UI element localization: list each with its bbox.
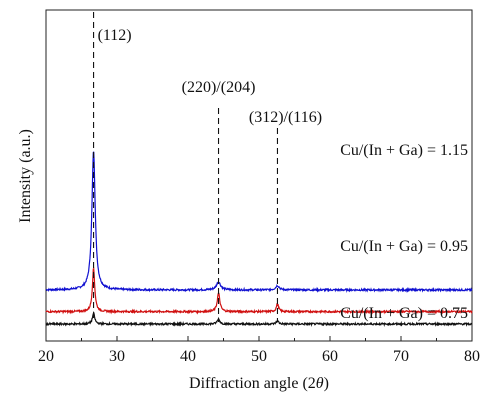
plot-frame bbox=[45, 9, 473, 342]
peak-annotation: (312)/(116) bbox=[249, 109, 322, 126]
peak-annotation: (112) bbox=[98, 27, 132, 44]
x-tick-label: 20 bbox=[38, 348, 54, 365]
y-axis-label: Intensity (a.u.) bbox=[17, 129, 34, 223]
series-label: Cu/(In + Ga) = 0.75 bbox=[340, 305, 468, 322]
x-tick-label: 50 bbox=[251, 348, 267, 365]
peak-guide-lines bbox=[93, 12, 279, 322]
series-labels: Cu/(In + Ga) = 1.15 Cu/(In + Ga) = 0.95 Cu… bbox=[340, 142, 468, 322]
peak-annotation: (220)/(204) bbox=[182, 79, 256, 96]
series-line bbox=[45, 310, 473, 328]
series-label: Cu/(In + Ga) = 1.15 bbox=[340, 142, 468, 159]
series-label: Cu/(In + Ga) = 0.95 bbox=[340, 238, 468, 255]
x-axis-label: Diffraction angle (2θ) bbox=[189, 375, 329, 392]
x-tick-label: 30 bbox=[109, 348, 125, 365]
x-tick-label: 40 bbox=[180, 348, 196, 365]
x-axis-ticks: 20 30 40 50 60 70 80 bbox=[38, 336, 480, 365]
series-group bbox=[45, 151, 473, 328]
x-tick-label: 70 bbox=[393, 348, 409, 365]
x-tick-label: 60 bbox=[322, 348, 338, 365]
peak-annotations: (112) (220)/(204) (312)/(116) bbox=[98, 27, 322, 126]
series-line bbox=[45, 267, 473, 315]
series-line bbox=[45, 151, 473, 294]
x-tick-label: 80 bbox=[464, 348, 480, 365]
